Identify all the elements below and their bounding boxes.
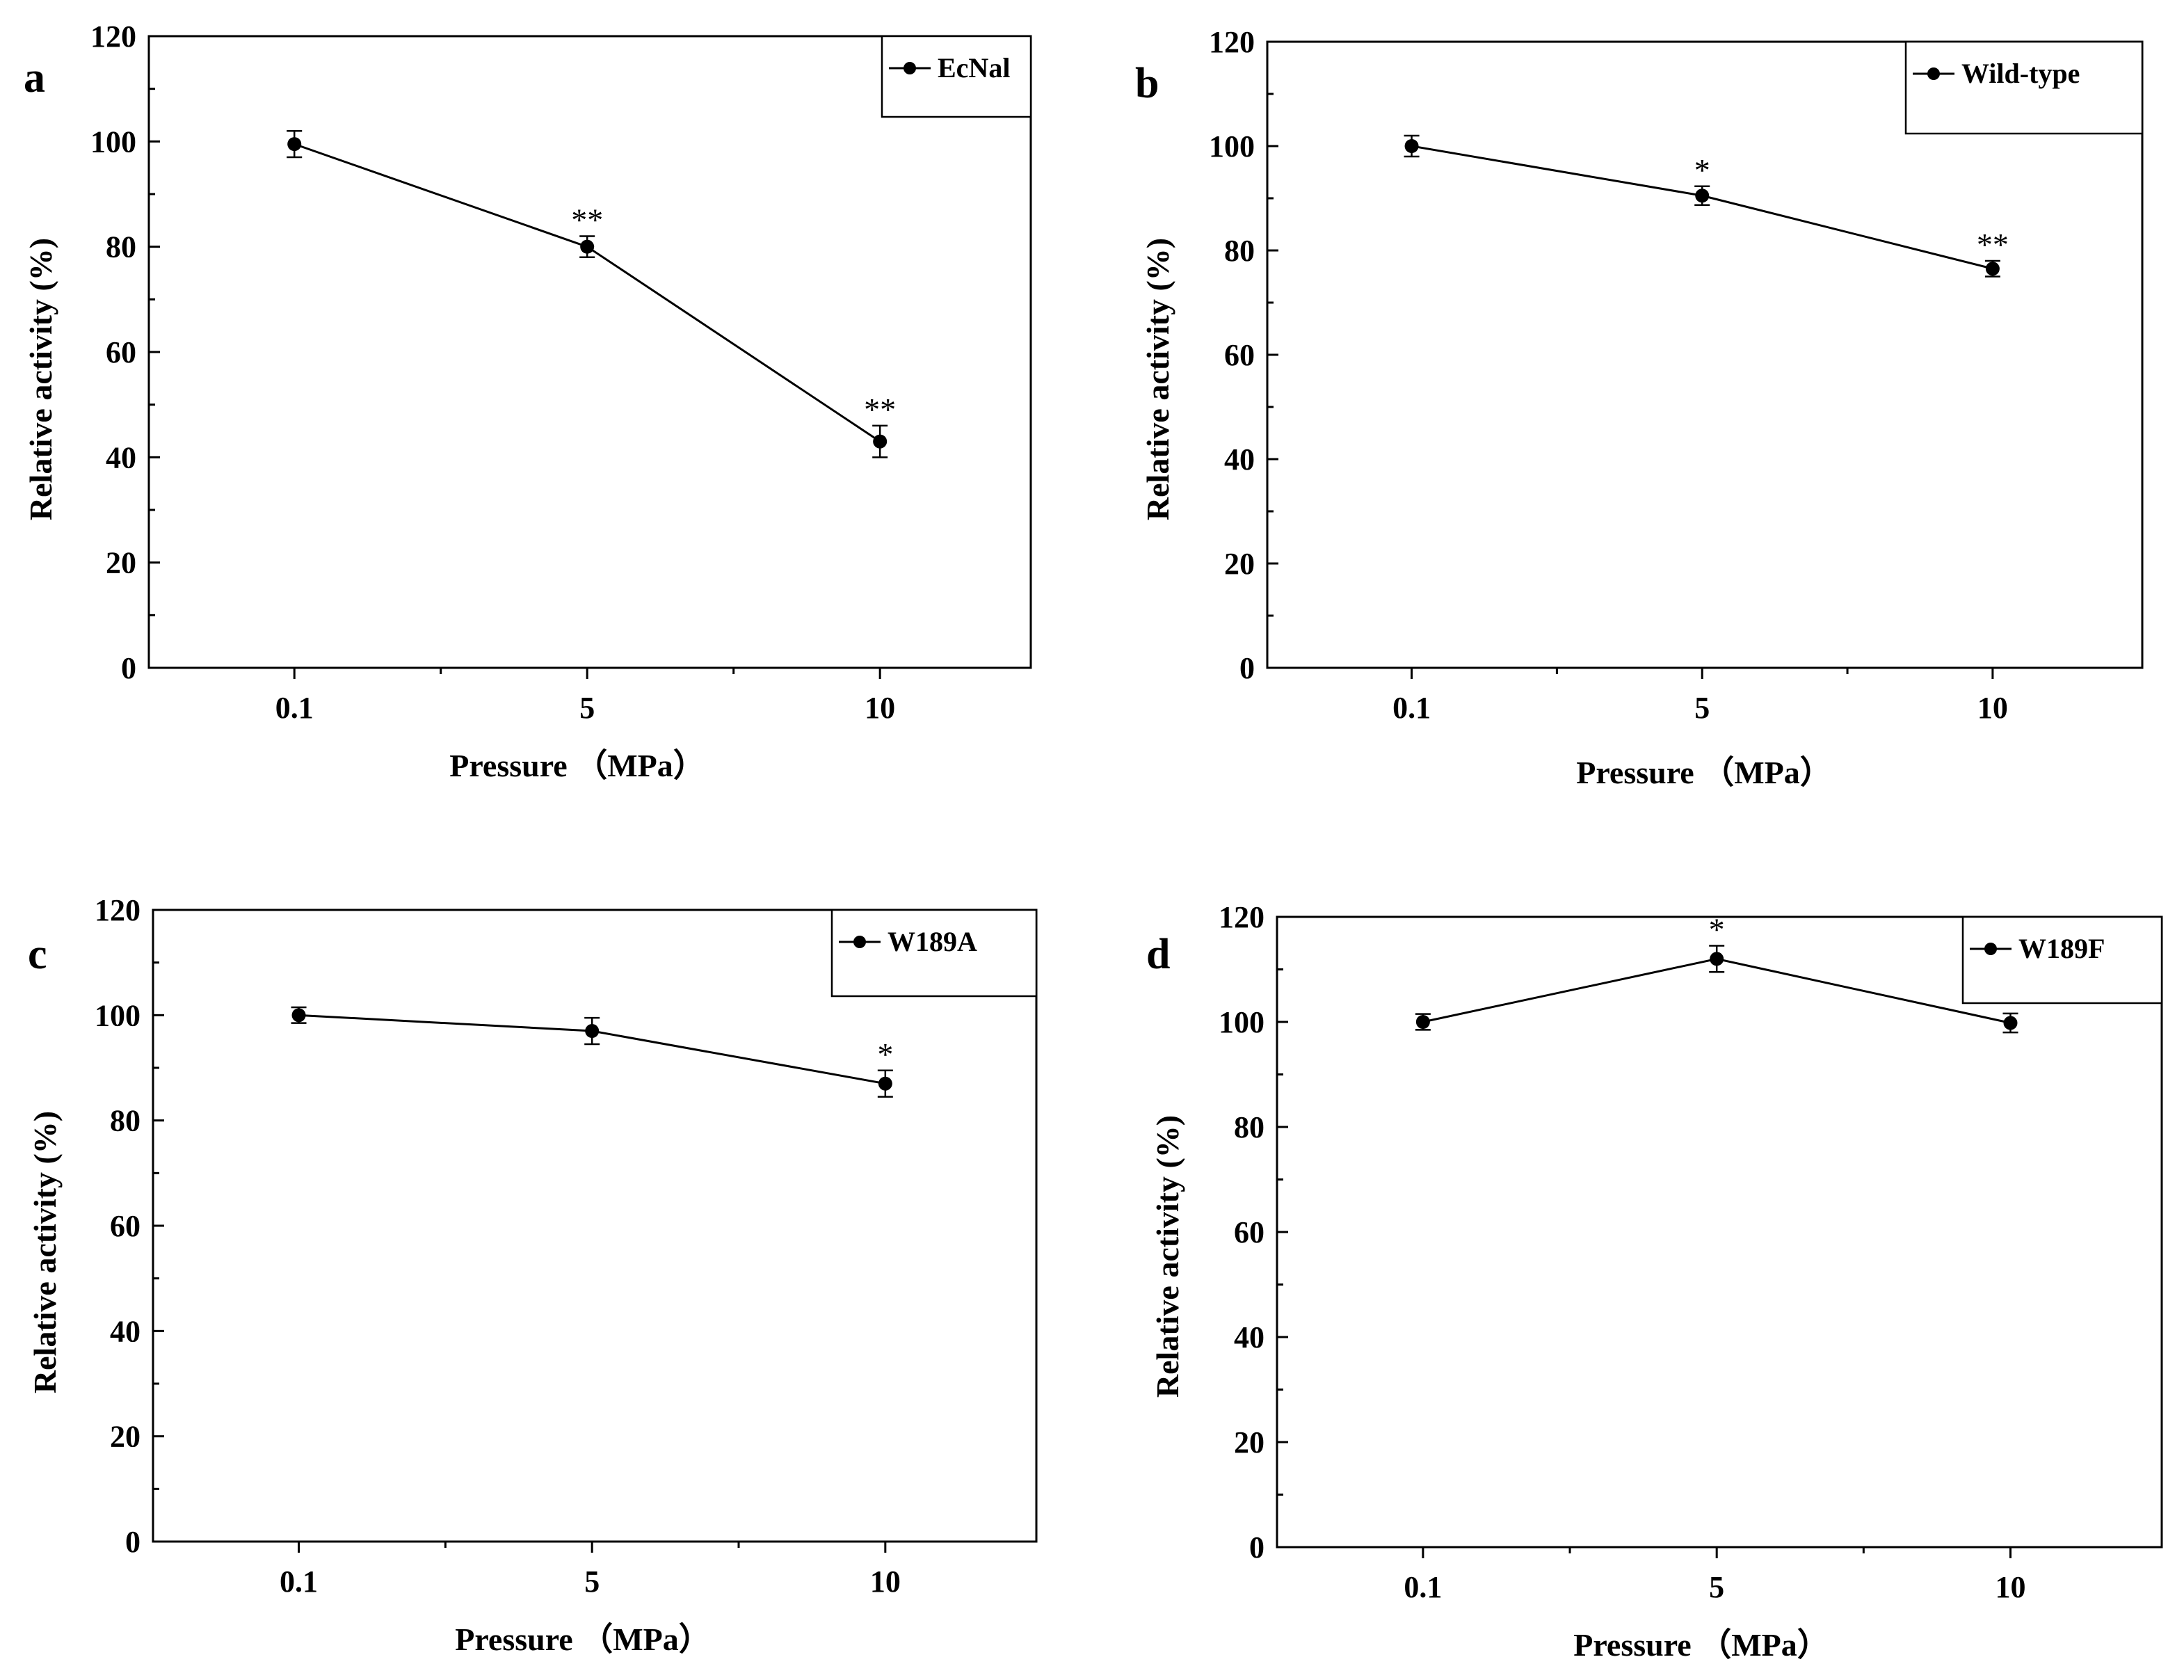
x-axis-title: Pressure （MPa） [449,748,705,783]
data-point [1415,1015,1430,1029]
y-tick-label: 100 [90,125,136,159]
panel-d: 0 20 40 60 80 100 120 0.1 5 10 Pressure （MPa） Relat… [1146,900,2163,1663]
y-tick-label: 60 [110,1209,140,1243]
y-tick-label: 40 [1224,442,1255,477]
panel-letter: d [1146,931,1170,978]
y-tick-label: 80 [1234,1110,1264,1144]
x-axis-title: Pressure （MPa） [1573,1627,1829,1663]
legend-marker [1984,943,1997,955]
y-tick-label: 40 [1234,1320,1264,1354]
legend-marker [904,62,916,74]
legend-marker [1927,67,1940,80]
y-tick-label: 80 [106,230,136,264]
significance-label: * [1709,912,1725,947]
y-tick-label: 80 [110,1104,140,1138]
y-tick-label: 0 [125,1525,140,1559]
data-point [1985,262,2000,276]
y-tick-label: 120 [1209,25,1255,59]
x-tick-label: 5 [1709,1570,1724,1604]
legend-label: EcNal [938,52,1010,83]
panel-letter: a [24,54,45,102]
plot-frame [1266,40,2144,669]
data-point [291,1008,306,1023]
data-point [287,137,302,152]
y-tick-label: 120 [1219,900,1264,934]
y-axis-title: Relative activity (%) [1140,238,1175,520]
data-point [873,434,888,449]
legend-label: Wild-type [1961,58,2080,89]
x-tick-label: 0.1 [1392,691,1431,725]
significance-label: * [877,1037,893,1072]
data-point [2003,1016,2018,1030]
legend-label: W189A [888,926,977,957]
legend-box [881,35,1032,118]
y-tick-label: 20 [1234,1425,1264,1459]
y-tick-label: 80 [1224,234,1255,268]
x-tick-label: 5 [1694,691,1710,725]
x-tick-label: 0.1 [1404,1570,1442,1604]
y-tick-label: 100 [1209,129,1255,163]
y-tick-label: 0 [1239,651,1255,685]
significance-label: * [1694,152,1710,188]
y-axis-title: Relative activity (%) [1150,1115,1185,1398]
panel-c: 0 20 40 60 80 100 120 0.1 5 10 Pressure （MPa） Relat… [27,893,1038,1657]
data-point [1695,189,1710,203]
data-point [878,1076,892,1091]
legend-box [1904,40,2144,135]
y-tick-label: 120 [95,893,140,927]
x-tick-label: 5 [584,1565,600,1599]
significance-label: ** [864,392,896,427]
y-tick-label: 60 [106,335,136,369]
legend-box [830,909,1038,998]
y-tick-label: 100 [1219,1005,1264,1039]
y-tick-label: 20 [110,1420,140,1454]
x-tick-label: 10 [870,1565,901,1599]
y-tick-label: 0 [1249,1530,1264,1565]
x-tick-label: 10 [865,691,895,725]
significance-label: ** [571,202,603,238]
x-tick-label: 10 [1995,1570,2025,1604]
plot-frame [1276,915,2163,1549]
data-point [1710,952,1724,966]
data-point [585,1024,600,1039]
x-tick-label: 0.1 [280,1565,318,1599]
panel-letter: b [1135,60,1159,107]
series-line [294,143,881,442]
panel-b: 0 20 40 60 80 100 120 0.1 5 10 Pressure （MPa） Relat… [1135,25,2144,790]
x-tick-label: 0.1 [275,691,314,725]
plot-frame [147,35,1032,669]
panel-letter: c [28,931,47,978]
y-tick-label: 0 [121,651,136,685]
y-tick-label: 20 [1224,547,1255,581]
y-tick-label: 120 [90,19,136,54]
panel-a: 0 20 40 60 80 100 120 0.1 5 10 Pressure （MPa） Relat… [23,19,1032,783]
x-tick-label: 5 [579,691,595,725]
y-axis-title: Relative activity (%) [27,1111,63,1393]
data-point [1404,139,1419,153]
y-tick-label: 20 [106,546,136,580]
x-axis-title: Pressure （MPa） [1576,755,1832,790]
legend-marker [853,936,866,948]
y-tick-label: 100 [95,998,140,1032]
y-axis-title: Relative activity (%) [23,238,58,520]
legend-label: W189F [2018,933,2105,964]
y-tick-label: 40 [110,1314,140,1348]
significance-label: ** [1977,227,2009,262]
data-point [580,239,595,254]
x-tick-label: 10 [1977,691,2008,725]
y-tick-label: 40 [106,440,136,474]
y-tick-label: 60 [1234,1215,1264,1249]
plot-frame [152,909,1038,1543]
y-tick-label: 60 [1224,338,1255,372]
legend-box [1961,915,2163,1005]
x-axis-title: Pressure （MPa） [455,1622,711,1657]
